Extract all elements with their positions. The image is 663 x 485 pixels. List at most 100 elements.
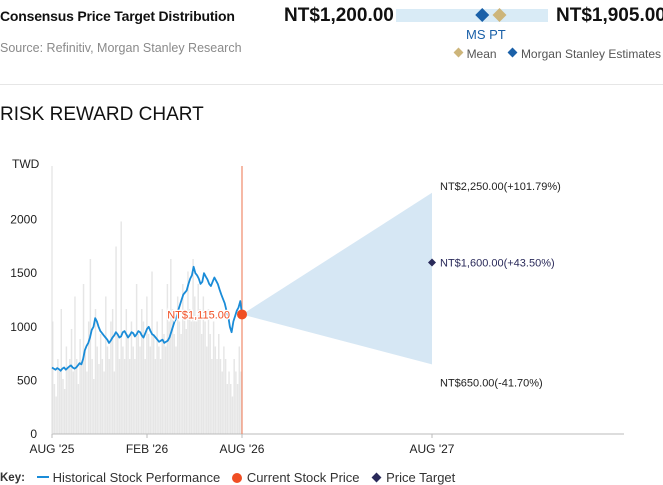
- volume-bar: [108, 359, 110, 434]
- current-price-dot: [237, 309, 247, 320]
- key-target-label: Price Target: [386, 470, 456, 485]
- volume-bar: [185, 329, 187, 434]
- volume-bar: [142, 321, 145, 434]
- volume-bar: [120, 221, 122, 434]
- volume-bar: [57, 359, 59, 434]
- volume-bar: [65, 346, 68, 434]
- volume-bar: [129, 359, 131, 434]
- volume-bar: [194, 296, 196, 434]
- volume-bar: [180, 334, 182, 434]
- volume-bar: [202, 296, 205, 434]
- volume-bar: [86, 371, 88, 434]
- projection-fan: [242, 192, 432, 365]
- volume-bar: [134, 359, 136, 434]
- volume-bar: [176, 296, 179, 434]
- ms-pt-label: MS PT: [466, 27, 506, 42]
- volume-bar: [164, 346, 167, 434]
- volume-bar: [218, 334, 220, 434]
- dot-icon: [231, 472, 242, 483]
- volume-bar: [123, 359, 126, 434]
- volume-bar: [117, 334, 119, 434]
- volume-bar: [171, 309, 174, 434]
- volume-bar: [236, 384, 239, 434]
- volume-bar: [211, 359, 213, 434]
- ms-estimate-diamond-icon: [507, 47, 518, 58]
- consensus-title: Consensus Price Target Distribution: [0, 8, 235, 24]
- volume-bar: [147, 334, 150, 434]
- volume-bar: [99, 334, 102, 434]
- legend-mean-label: Mean: [466, 46, 497, 61]
- volume-bar: [240, 371, 242, 434]
- price-target-diamond: [428, 258, 436, 267]
- volume-bar: [226, 384, 229, 434]
- volume-bar: [158, 346, 160, 434]
- base-target-label: NT$1,600.00(+43.50%): [440, 257, 555, 269]
- y-tick-label: 1500: [10, 266, 37, 280]
- volume-bar: [161, 309, 164, 434]
- volume-bar: [94, 309, 97, 434]
- mean-marker: [492, 8, 507, 22]
- volume-bar: [219, 359, 222, 434]
- consensus-range-bar: [396, 9, 548, 22]
- volume-bars: [52, 221, 242, 434]
- volume-bar: [195, 321, 198, 434]
- volume-bar: [60, 309, 63, 434]
- volume-bar: [141, 309, 143, 434]
- volume-bar: [166, 284, 169, 434]
- consensus-low-label: NT$1,200.00: [284, 5, 394, 26]
- volume-bar: [168, 321, 170, 434]
- volume-bar: [209, 334, 211, 434]
- volume-bar: [103, 371, 105, 434]
- volume-bar: [156, 321, 158, 434]
- volume-bar: [79, 339, 81, 434]
- consensus-markers: [475, 8, 507, 22]
- key-current-label: Current Stock Price: [246, 470, 360, 485]
- y-tick-label: 1000: [10, 320, 37, 334]
- key-historical-label: Historical Stock Performance: [52, 470, 221, 485]
- volume-bar: [62, 379, 64, 434]
- volume-bar: [127, 334, 129, 434]
- volume-bar: [115, 246, 117, 434]
- y-tick-label: 500: [17, 373, 37, 387]
- volume-bar: [69, 359, 71, 434]
- consensus-high-label: NT$1,905.00: [556, 5, 663, 26]
- bull-target-label: NT$2,250.00(+101.79%): [440, 181, 561, 193]
- volume-bar: [53, 384, 56, 434]
- risk-reward-title: RISK REWARD CHART: [0, 104, 204, 125]
- volume-bar: [144, 359, 146, 434]
- volume-bar: [72, 371, 74, 434]
- key-title: Key:: [0, 471, 25, 484]
- volume-bar: [188, 309, 191, 434]
- section-divider: [0, 84, 663, 85]
- volume-bar: [81, 364, 83, 434]
- volume-bar: [197, 284, 199, 434]
- volume-bar: [105, 296, 107, 434]
- volume-bar: [75, 359, 78, 434]
- volume-bar: [183, 309, 186, 434]
- y-tick-label: 2000: [10, 213, 37, 227]
- ms-pt-marker: [475, 8, 490, 22]
- volume-bar: [110, 321, 112, 434]
- line-icon: [36, 475, 49, 478]
- volume-bar: [207, 309, 210, 434]
- volume-bar: [106, 346, 109, 434]
- volume-bar: [163, 334, 165, 434]
- volume-bar: [91, 359, 93, 434]
- x-tick-label: FEB '26: [126, 442, 169, 456]
- volume-bar: [199, 309, 201, 434]
- volume-bar: [111, 309, 114, 434]
- bear-target-label: NT$650.00(-41.70%): [440, 377, 543, 389]
- volume-bar: [216, 359, 218, 434]
- volume-bar: [113, 371, 116, 434]
- volume-bar: [233, 359, 235, 434]
- volume-bar: [173, 334, 175, 434]
- volume-bar: [118, 359, 121, 434]
- volume-bar: [221, 371, 223, 434]
- volume-bar: [125, 309, 128, 434]
- volume-bar: [74, 296, 76, 434]
- volume-bar: [228, 371, 230, 434]
- volume-bar: [178, 321, 181, 434]
- current-price-label: NT$1,115.00: [167, 309, 230, 321]
- volume-bar: [223, 346, 225, 434]
- volume-bar: [63, 389, 66, 434]
